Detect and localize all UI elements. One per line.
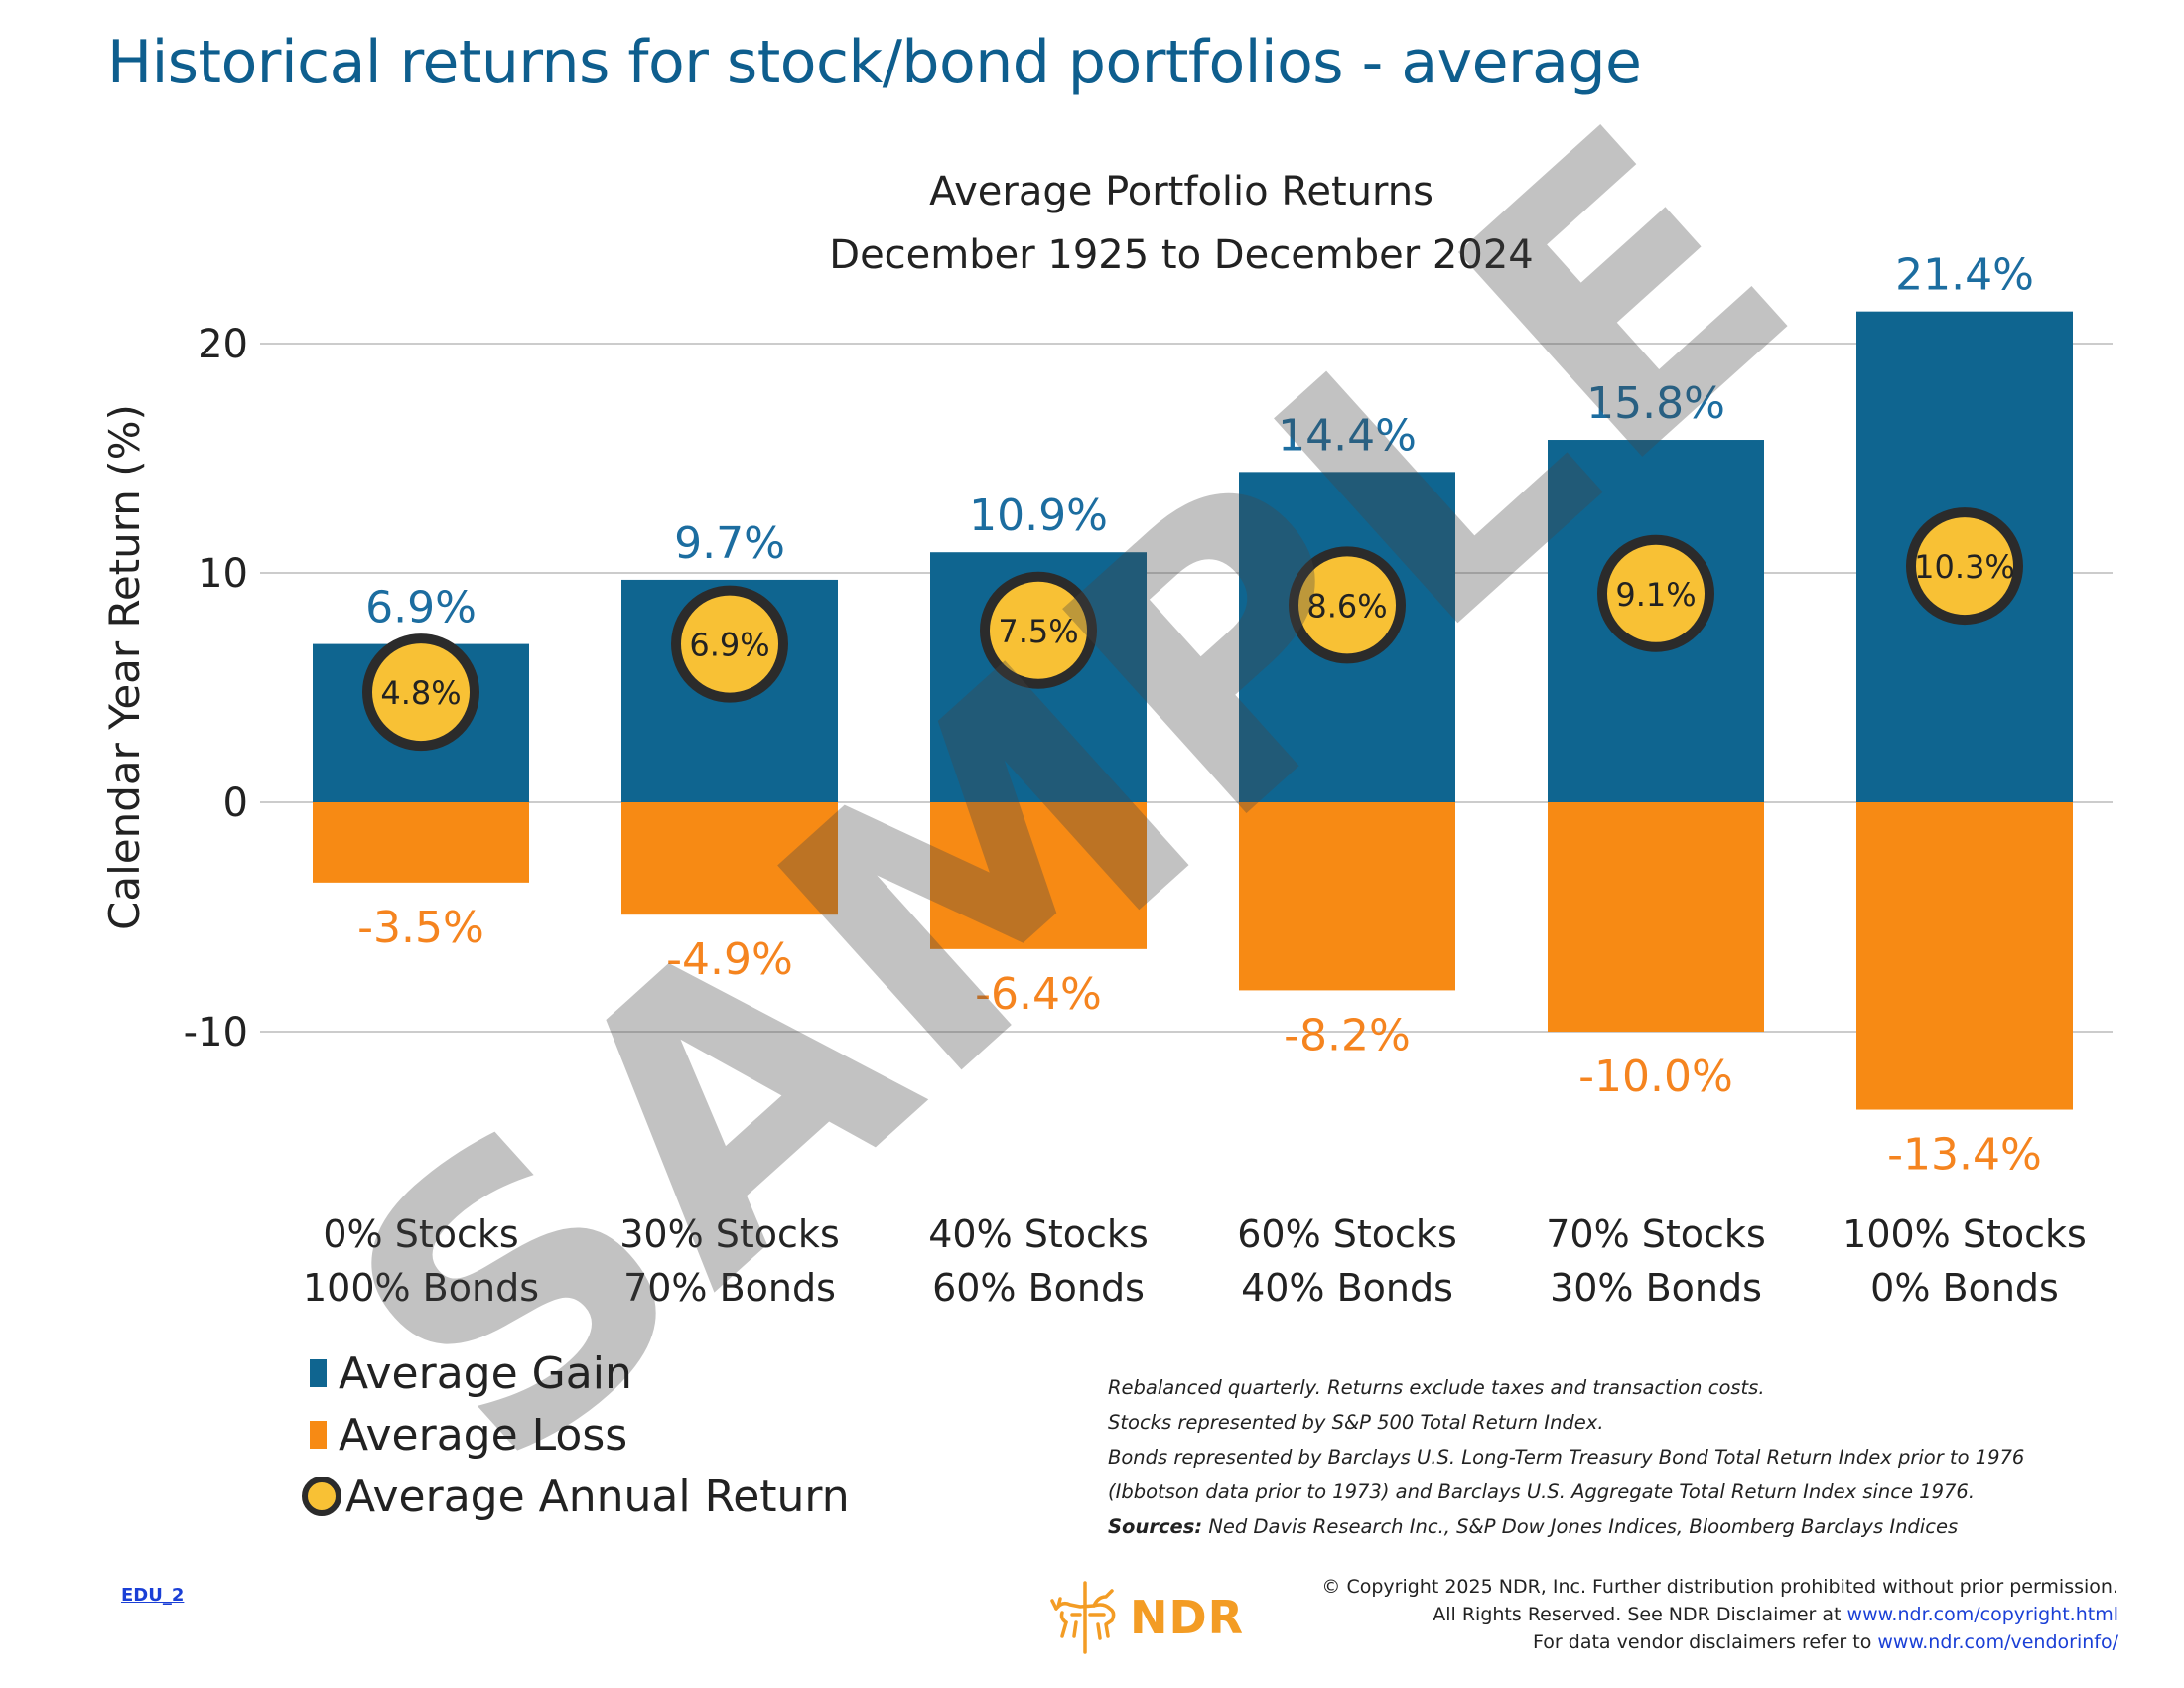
gain-value-label: 6.9% bbox=[365, 583, 477, 633]
x-category-label: 40% Stocks bbox=[928, 1212, 1149, 1256]
copyright-block: © Copyright 2025 NDR, Inc. Further distr… bbox=[1321, 1573, 2118, 1656]
x-category-label: 60% Stocks bbox=[1237, 1212, 1457, 1256]
copyright-text: All Rights Reserved. See NDR Disclaimer … bbox=[1433, 1604, 1842, 1625]
annual-return-label: 6.9% bbox=[689, 627, 769, 664]
y-tick-label: 10 bbox=[198, 551, 248, 597]
ndr-logo: NDR bbox=[1050, 1579, 1244, 1656]
annual-return-marker bbox=[980, 571, 1097, 689]
legend-swatch-gain bbox=[310, 1359, 327, 1387]
legend-label-annual: Average Annual Return bbox=[345, 1471, 850, 1522]
bull-bear-logo-icon bbox=[1050, 1581, 1116, 1654]
annual-return-marker bbox=[671, 585, 788, 703]
y-tick-label: 0 bbox=[223, 780, 248, 826]
annual-return-marker bbox=[362, 633, 479, 752]
sources-text: Ned Davis Research Inc., S&P Dow Jones I… bbox=[1208, 1515, 1959, 1538]
gain-value-label: 14.4% bbox=[1278, 410, 1417, 461]
annual-return-label: 7.5% bbox=[998, 613, 1078, 650]
loss-bar bbox=[621, 802, 838, 915]
x-category-label: 70% Bonds bbox=[623, 1266, 836, 1310]
annual-return-marker bbox=[1289, 546, 1406, 664]
x-category-label: 70% Stocks bbox=[1546, 1212, 1766, 1256]
x-category-label: 60% Bonds bbox=[932, 1266, 1145, 1310]
legend-label-loss: Average Loss bbox=[339, 1409, 628, 1461]
x-category-label: 30% Stocks bbox=[619, 1212, 840, 1256]
x-category-label: 0% Bonds bbox=[1870, 1266, 2059, 1310]
annual-return-label: 9.1% bbox=[1615, 576, 1696, 614]
x-category-label: 30% Bonds bbox=[1550, 1266, 1762, 1310]
legend-label-gain: Average Gain bbox=[339, 1347, 632, 1399]
annual-return-label: 8.6% bbox=[1306, 587, 1387, 625]
loss-bar bbox=[1548, 802, 1764, 1032]
annual-return-label: 4.8% bbox=[380, 674, 461, 712]
vendor-info-link[interactable]: www.ndr.com/vendorinfo/ bbox=[1877, 1631, 2118, 1653]
copyright-line: © Copyright 2025 NDR, Inc. Further distr… bbox=[1321, 1576, 2118, 1598]
loss-value-label: -10.0% bbox=[1578, 1052, 1733, 1102]
note-line: Stocks represented by S&P 500 Total Retu… bbox=[1108, 1411, 1604, 1434]
legend-swatch-loss bbox=[310, 1421, 327, 1449]
loss-bar bbox=[1856, 802, 2073, 1110]
legend-item-gain: Average Gain bbox=[304, 1342, 850, 1404]
annual-return-marker bbox=[1597, 534, 1714, 652]
gain-value-label: 10.9% bbox=[969, 491, 1108, 541]
note-line: Rebalanced quarterly. Returns exclude ta… bbox=[1108, 1376, 1765, 1399]
page-title: Historical returns for stock/bond portfo… bbox=[107, 28, 1642, 97]
y-tick-label: 20 bbox=[198, 322, 248, 367]
vendor-text: For data vendor disclaimers refer to bbox=[1533, 1631, 1872, 1653]
note-line: (Ibbotson data prior to 1973) and Barcla… bbox=[1108, 1480, 1976, 1503]
annual-return-label: 10.3% bbox=[1914, 548, 2015, 586]
gain-value-label: 15.8% bbox=[1586, 378, 1725, 429]
loss-value-label: -4.9% bbox=[666, 934, 793, 985]
x-category-label: 0% Stocks bbox=[323, 1212, 518, 1256]
x-category-label: 100% Bonds bbox=[303, 1266, 539, 1310]
copyright-line: For data vendor disclaimers refer to www… bbox=[1321, 1628, 2118, 1656]
legend: Average Gain Average Loss Average Annual… bbox=[302, 1342, 850, 1527]
logo-text: NDR bbox=[1130, 1591, 1245, 1644]
loss-bar bbox=[313, 802, 529, 883]
legend-item-annual: Average Annual Return bbox=[302, 1466, 850, 1527]
chart-subtitle: December 1925 to December 2024 bbox=[829, 232, 1533, 278]
sources-line: Sources: Ned Davis Research Inc., S&P Do… bbox=[1108, 1509, 2024, 1544]
chart-title: Average Portfolio Returns bbox=[929, 169, 1433, 214]
y-axis-label: Calendar Year Return (%) bbox=[100, 404, 149, 930]
chart-notes: Rebalanced quarterly. Returns exclude ta… bbox=[1108, 1370, 2024, 1544]
edu-code-link[interactable]: EDU_2 bbox=[121, 1585, 185, 1606]
copyright-link[interactable]: www.ndr.com/copyright.html bbox=[1846, 1604, 2118, 1625]
annual-return-marker bbox=[1906, 507, 2023, 626]
loss-value-label: -8.2% bbox=[1284, 1010, 1411, 1060]
x-category-label: 100% Stocks bbox=[1843, 1212, 2087, 1256]
loss-value-label: -13.4% bbox=[1887, 1130, 2042, 1181]
copyright-line: All Rights Reserved. See NDR Disclaimer … bbox=[1321, 1601, 2118, 1628]
gain-value-label: 9.7% bbox=[674, 518, 785, 569]
loss-value-label: -3.5% bbox=[357, 903, 484, 953]
loss-bar bbox=[1239, 802, 1455, 991]
y-tick-label: -10 bbox=[184, 1010, 248, 1055]
x-category-label: 40% Bonds bbox=[1241, 1266, 1453, 1310]
loss-value-label: -6.4% bbox=[975, 969, 1102, 1020]
gain-value-label: 21.4% bbox=[1895, 250, 2034, 301]
legend-item-loss: Average Loss bbox=[304, 1404, 850, 1466]
sources-label: Sources: bbox=[1108, 1515, 1203, 1538]
note-line: Bonds represented by Barclays U.S. Long-… bbox=[1108, 1446, 2025, 1469]
loss-bar bbox=[930, 802, 1147, 949]
legend-marker-annual bbox=[302, 1477, 341, 1516]
